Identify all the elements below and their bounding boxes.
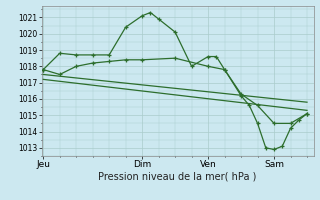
- X-axis label: Pression niveau de la mer( hPa ): Pression niveau de la mer( hPa ): [99, 172, 257, 182]
